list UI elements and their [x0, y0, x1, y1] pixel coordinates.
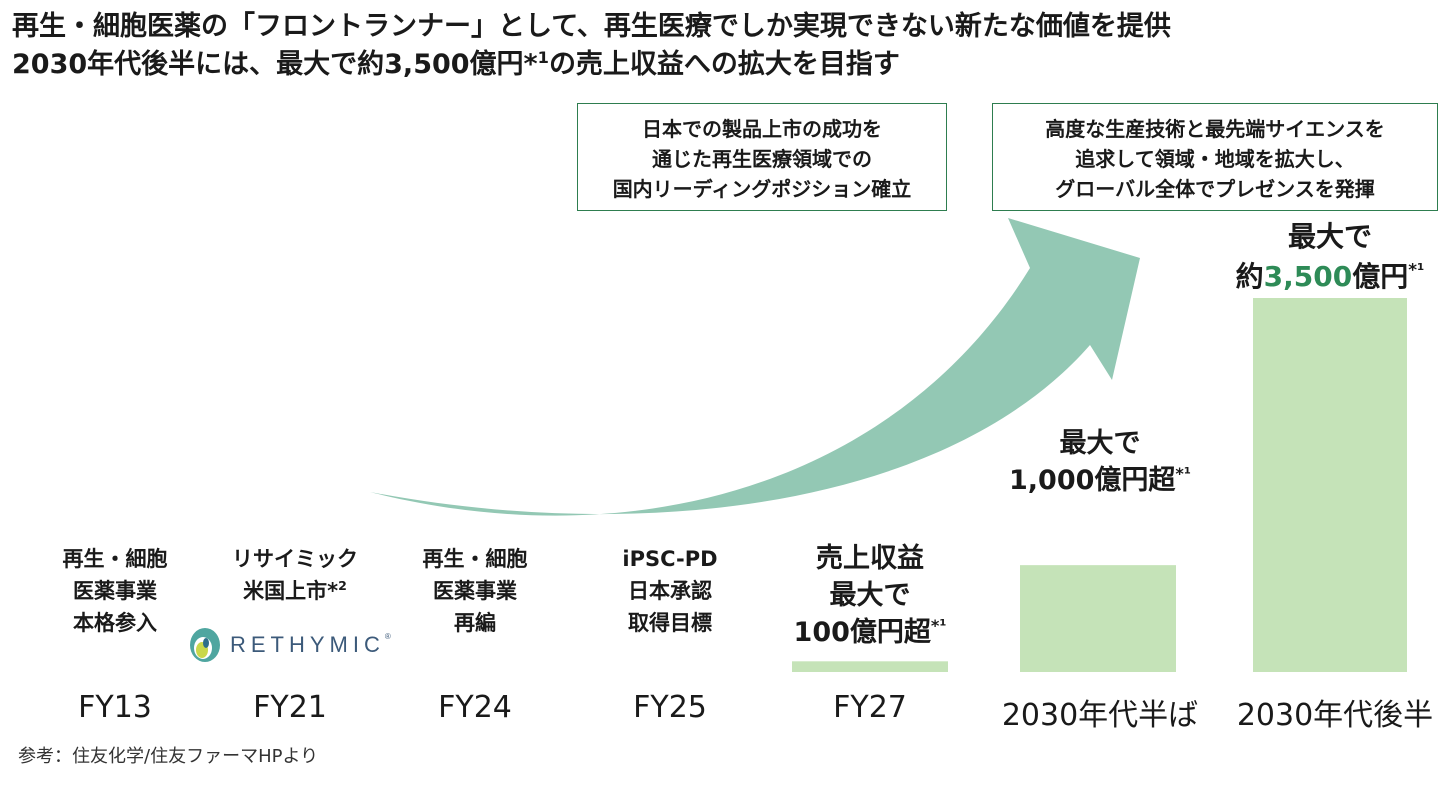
- value-label-line: 売上収益: [816, 543, 924, 574]
- value-label-line: 最大で: [829, 580, 911, 611]
- rethymic-logo: RETHYMIC®: [188, 623, 396, 667]
- milestone-fy25: iPSC-PD 日本承認 取得目標: [595, 543, 745, 639]
- milestone-line: 医薬事業: [433, 579, 517, 603]
- milestone-line: リサイミック: [232, 547, 358, 571]
- callout-domestic-leadership: 日本での製品上市の成功を 通じた再生医療領域での 国内リーディングポジション確立: [577, 103, 947, 211]
- x-tick-label: FY21: [253, 690, 327, 725]
- growth-arrow: [370, 218, 1140, 516]
- callout-line: 日本での製品上市の成功を: [642, 117, 882, 141]
- callout-line: グローバル全体でプレゼンスを発揮: [1055, 177, 1375, 201]
- milestone-line: 本格参入: [73, 611, 157, 635]
- milestone-line: 医薬事業: [73, 579, 157, 603]
- value-label-mid2030: 最大で 1,000億円超*¹: [975, 425, 1225, 499]
- value-label-line: 約3,500億円*¹: [1235, 259, 1425, 293]
- value-label-fy27: 売上収益 最大で 100億円超*¹: [755, 540, 985, 651]
- value-label-line: 100億円超*¹: [793, 616, 947, 648]
- callout-line: 追求して領域・地域を拡大し、: [1075, 147, 1355, 171]
- value-label-line: 1,000億円超*¹: [1009, 464, 1191, 496]
- milestone-line: 再生・細胞: [422, 547, 528, 571]
- x-tick-label: 2030年代半ば: [1001, 698, 1199, 733]
- value-label-late2030: 最大で 約3,500億円*¹: [1205, 217, 1455, 297]
- headline-line-2: 2030年代後半には、最大で約3,500億円*1の売上収益への拡大を目指す: [12, 48, 900, 80]
- milestone-line: 再生・細胞: [62, 547, 168, 571]
- x-tick-label: FY13: [78, 690, 152, 725]
- callout-line: 国内リーディングポジション確立: [612, 177, 912, 201]
- rethymic-logo-text: RETHYMIC®: [230, 632, 396, 657]
- x-tick-label: FY24: [438, 690, 512, 725]
- milestone-fy13: 再生・細胞 医薬事業 本格参入: [40, 543, 190, 639]
- milestone-line: 再編: [454, 611, 496, 635]
- milestone-fy21: リサイミック 米国上市*2: [210, 543, 380, 607]
- bar-2030年代半ば: [1020, 565, 1176, 672]
- milestone-fy24: 再生・細胞 医薬事業 再編: [400, 543, 550, 639]
- milestone-line: 日本承認: [628, 579, 712, 603]
- milestone-line: 米国上市*2: [243, 578, 347, 603]
- source-note: 参考：住友化学/住友ファーマHPより: [18, 746, 319, 767]
- callout-global-presence: 高度な生産技術と最先端サイエンスを 追求して領域・地域を拡大し、 グローバル全体…: [992, 103, 1438, 211]
- x-tick-label: FY25: [633, 690, 707, 725]
- rethymic-logo-icon: [190, 628, 220, 662]
- bar-2030年代後半: [1253, 298, 1407, 672]
- callout-line: 通じた再生医療領域での: [652, 147, 872, 171]
- x-tick-label: FY27: [833, 690, 907, 725]
- value-label-line: 最大で: [1059, 428, 1141, 459]
- headline-line-1: 再生・細胞医薬の「フロントランナー」として、再生医療でしか実現できない新たな価値…: [12, 11, 1171, 42]
- milestone-line: iPSC-PD: [622, 547, 718, 571]
- bar-FY27: [792, 661, 948, 672]
- value-label-line: 最大で: [1287, 220, 1372, 253]
- milestone-line: 取得目標: [628, 611, 712, 635]
- x-tick-label: 2030年代後半: [1236, 698, 1434, 733]
- callout-line: 高度な生産技術と最先端サイエンスを: [1045, 117, 1385, 141]
